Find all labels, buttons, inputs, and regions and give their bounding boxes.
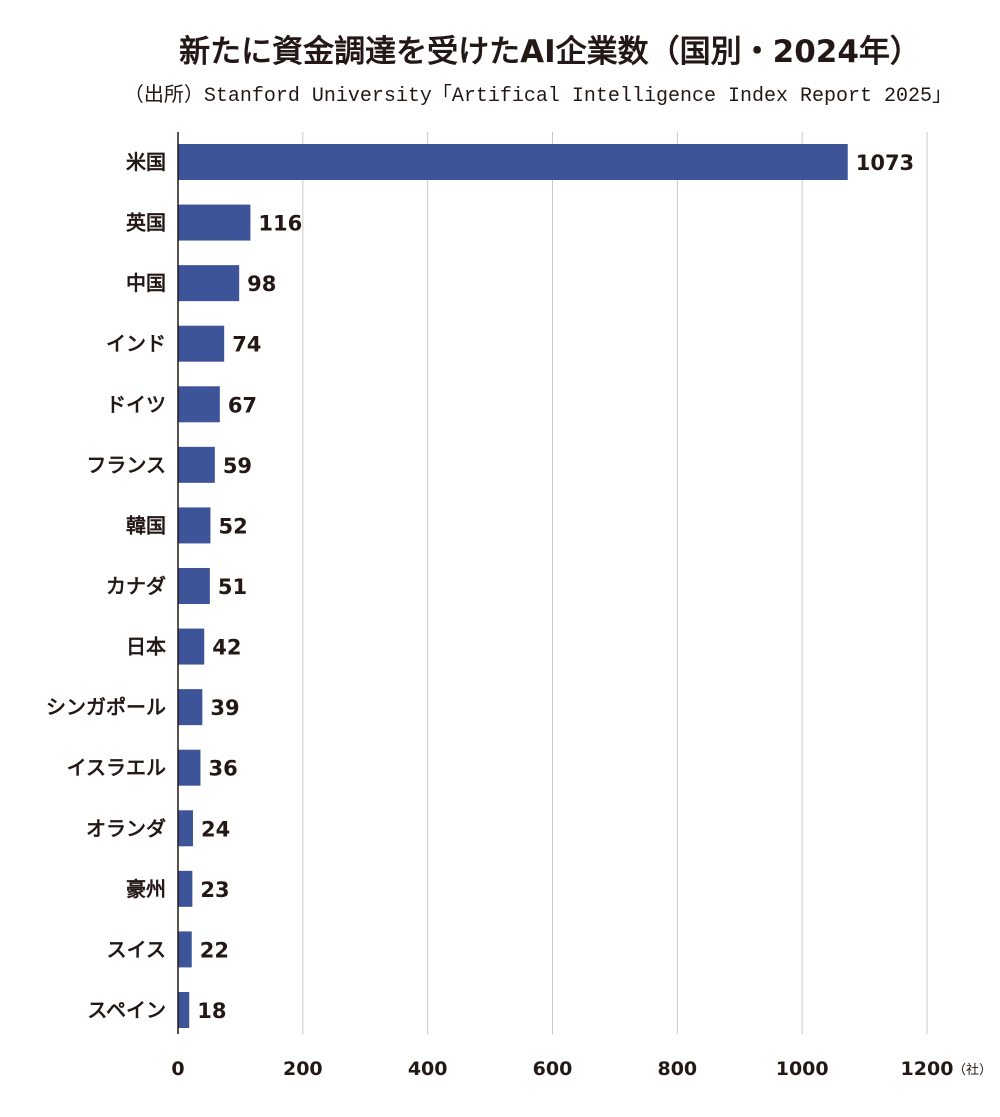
category-label: シンガポール [46,695,166,719]
value-label: 52 [218,514,247,538]
value-label: 98 [247,272,276,296]
bar [178,991,190,1028]
category-label: ドイツ [106,392,166,416]
bar [178,144,848,180]
value-label: 24 [201,817,230,841]
value-label: 59 [223,454,252,478]
category-label: 日本 [126,635,166,659]
value-label: 39 [210,696,239,720]
bar [178,325,225,362]
value-label: 74 [232,333,261,357]
category-label: 英国 [126,211,166,235]
value-label: 22 [200,938,229,962]
value-label: 36 [208,757,237,781]
category-label: 韓国 [126,513,166,537]
chart-title: 新たに資金調達を受けたAI企業数（国別・2024年） [179,34,921,70]
value-label: 67 [228,393,257,417]
value-label: 51 [218,575,247,599]
x-tick-label: 400 [408,1058,448,1080]
bar [178,446,215,483]
x-tick-label: 800 [657,1058,697,1080]
category-label: スイス [107,937,166,961]
bar [178,870,193,907]
category-label: 豪州 [126,877,166,901]
value-label: 23 [200,878,229,902]
x-tick-label: 1200 [901,1058,954,1080]
x-tick-label: 200 [283,1058,323,1080]
category-label: スペイン [87,998,166,1022]
bar [178,507,211,544]
value-label: 42 [212,636,241,660]
x-tick-label: 0 [171,1058,184,1080]
bar [178,265,240,302]
bar [178,567,210,604]
bar [178,386,220,423]
bar [178,204,251,241]
bar [178,628,205,665]
category-label: オランダ [86,816,166,840]
category-label: 米国 [126,150,166,174]
category-label: 中国 [126,271,166,295]
unit-label: （社） [953,1062,992,1078]
x-tick-label: 600 [533,1058,573,1080]
category-label: イスラエル [67,756,166,780]
chart-source: （出所）Stanford University「Artifical Intell… [123,85,952,108]
value-label: 1073 [856,151,914,175]
category-label: インド [106,332,166,356]
bar [178,749,201,786]
bar [178,931,192,968]
value-label: 18 [197,999,226,1023]
bar [178,810,193,847]
value-label: 116 [258,212,302,236]
category-label: カナダ [106,574,166,598]
bar [178,689,203,726]
category-label: フランス [86,453,166,477]
x-tick-label: 1000 [776,1058,829,1080]
